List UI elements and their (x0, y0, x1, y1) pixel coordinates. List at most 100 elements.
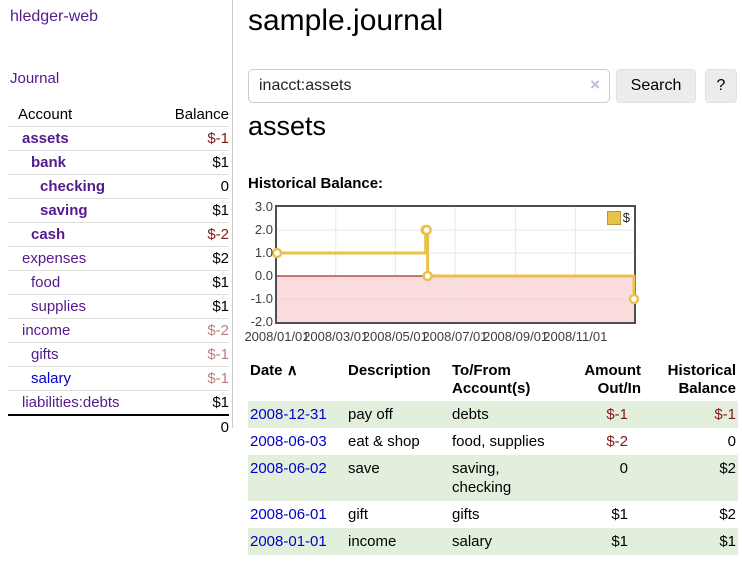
chart-title: Historical Balance: (248, 175, 384, 192)
y-tick-label: 2.0 (254, 222, 273, 237)
transaction-date-link[interactable]: 2008-06-02 (250, 460, 327, 477)
sidebar-account-link[interactable]: gifts (31, 346, 59, 363)
sidebar-account-link[interactable]: food (31, 274, 61, 291)
col-balance: Historical Balance (667, 362, 736, 397)
clear-search-icon[interactable]: × (590, 75, 600, 94)
transaction-amount: $1 (611, 506, 628, 523)
legend-swatch-icon (606, 210, 621, 225)
sidebar-account-link[interactable]: expenses (22, 250, 87, 267)
accounts-total-balance: 0 (220, 419, 229, 436)
account-row: income $-2 (8, 319, 229, 343)
account-balance: $1 (212, 394, 229, 411)
x-tick-label: 2008/11/01 (543, 329, 608, 344)
col-accounts: To/From Account(s) (452, 362, 531, 397)
register-row: 2008-12-31 pay off debts $-1 $-1 (248, 401, 738, 428)
search-input[interactable] (248, 69, 610, 103)
account-balance: $-2 (207, 226, 229, 243)
account-row: checking 0 (8, 175, 229, 199)
account-balance: $-1 (207, 370, 229, 387)
sidebar-account-link[interactable]: income (22, 322, 71, 339)
account-balance: $-2 (207, 322, 229, 339)
transaction-description: save (348, 460, 380, 477)
register-row: 2008-06-02 save saving, checking 0 $2 (248, 455, 738, 501)
page-title: sample.journal (248, 4, 444, 37)
transaction-description: pay off (348, 406, 393, 423)
account-balance: 0 (220, 178, 229, 195)
help-button[interactable]: ? (705, 69, 737, 103)
account-row: expenses $2 (8, 247, 229, 271)
transaction-balance: $2 (719, 460, 736, 477)
sidebar-account-link[interactable]: saving (40, 202, 88, 219)
y-tick-label: -1.0 (250, 291, 273, 306)
account-balance: $-1 (207, 130, 229, 147)
y-tick-label: 3.0 (254, 199, 273, 214)
register-table: Date ∧ Description To/From Account(s) Am… (248, 357, 738, 555)
x-tick-label: 2008/07/01 (422, 329, 488, 344)
account-row: cash $-2 (8, 223, 229, 247)
transaction-accounts: food, supplies (452, 433, 545, 450)
transaction-amount: $-2 (606, 433, 628, 450)
register-row: 2008-01-01 income salary $1 $1 (248, 528, 738, 555)
transaction-amount: 0 (619, 460, 628, 477)
account-heading: assets (248, 111, 327, 141)
register-row: 2008-06-03 eat & shop food, supplies $-2 0 (248, 428, 738, 455)
transaction-description: income (348, 533, 397, 550)
legend-label: $ (622, 210, 630, 225)
transaction-date-link[interactable]: 2008-01-01 (250, 533, 327, 550)
transaction-accounts: salary (452, 533, 493, 550)
transaction-balance: $-1 (714, 406, 736, 423)
y-tick-label: 1.0 (254, 245, 273, 260)
sidebar-account-link[interactable]: supplies (31, 298, 87, 315)
search-button[interactable]: Search (616, 69, 696, 103)
transaction-amount: $1 (611, 533, 628, 550)
account-row: saving $1 (8, 199, 229, 223)
sidebar-item-journal[interactable]: Journal (10, 70, 60, 87)
transaction-date-link[interactable]: 2008-06-03 (250, 433, 327, 450)
sidebar-account-link[interactable]: salary (31, 370, 72, 387)
accounts-table-body: assets $-1 bank $1 checking 0 saving $1 cash $-2 e… (8, 127, 229, 415)
chart-plot: $ (271, 205, 640, 324)
y-tick-label: -2.0 (250, 314, 273, 329)
transaction-accounts: gifts (452, 506, 480, 523)
transaction-balance: 0 (727, 433, 736, 450)
col-date[interactable]: Date ∧ (248, 357, 346, 401)
transaction-balance: $1 (719, 533, 736, 550)
transaction-date-link[interactable]: 2008-06-01 (250, 506, 327, 523)
account-row: food $1 (8, 271, 229, 295)
account-balance: $-1 (207, 346, 229, 363)
account-row: salary $-1 (8, 367, 229, 391)
accounts-table: Account Balance assets $-1 bank $1 checking 0… (8, 103, 229, 439)
historical-balance-chart: $ 3.0 2.0 1.0 0.0 -1.0 -2.0 2008/01/01 2008/03… (244, 198, 742, 350)
x-tick-label: 2008/01/01 (244, 329, 310, 344)
sidebar-account-link[interactable]: assets (22, 130, 69, 147)
search-box: × (248, 69, 610, 103)
account-row: assets $-1 (8, 127, 229, 151)
transaction-description: eat & shop (348, 433, 420, 450)
transaction-balance: $2 (719, 506, 736, 523)
accounts-col-balance: Balance (174, 106, 229, 123)
sidebar-account-link[interactable]: cash (31, 226, 66, 243)
accounts-col-account: Account (18, 106, 73, 123)
account-row: supplies $1 (8, 295, 229, 319)
y-tick-label: 0.0 (254, 268, 273, 283)
app-title-link[interactable]: hledger-web (10, 8, 99, 25)
account-balance: $1 (212, 298, 229, 315)
chart-legend: $ (605, 210, 631, 225)
transaction-accounts: saving, checking (452, 460, 512, 496)
main-content: sample.journal × Search ? assets Histori… (244, 0, 742, 582)
register-header-row: Date ∧ Description To/From Account(s) Am… (248, 357, 738, 401)
x-tick-label: 2008/03/01 (303, 329, 369, 344)
register-row: 2008-06-01 gift gifts $1 $2 (248, 501, 738, 528)
col-date-label: Date (250, 362, 283, 379)
sidebar-account-link[interactable]: bank (31, 154, 67, 171)
sidebar-account-link[interactable]: liabilities:debts (22, 394, 120, 411)
col-description: Description (348, 362, 431, 379)
col-amount: Amount Out/In (584, 362, 641, 397)
sidebar-account-link[interactable]: checking (40, 178, 106, 195)
accounts-total-row: 0 (8, 415, 229, 439)
transaction-date-link[interactable]: 2008-12-31 (250, 406, 327, 423)
register-table-body: 2008-12-31 pay off debts $-1 $-1 2008-06-03 ea… (248, 401, 738, 555)
account-balance: $1 (212, 274, 229, 291)
account-row: liabilities:debts $1 (8, 391, 229, 415)
transaction-accounts: debts (452, 406, 489, 423)
